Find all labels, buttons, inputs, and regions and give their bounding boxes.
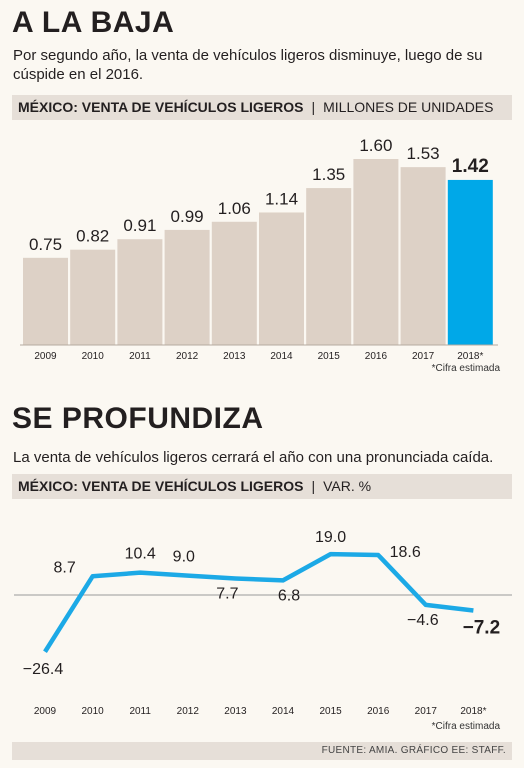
bar-2011 [117, 239, 163, 345]
data-label: 18.6 [390, 544, 421, 561]
chart-header-band-2: MÉXICO: VENTA DE VEHÍCULOS LIGEROS | VAR. … [12, 474, 512, 499]
data-label: −26.4 [23, 661, 64, 678]
x-tick-label: 2012 [176, 351, 199, 362]
chart-header-separator-2: | [311, 478, 316, 494]
bar-2013 [211, 221, 257, 345]
x-tick-label: 2012 [177, 706, 200, 717]
bar-2009 [23, 257, 68, 345]
data-label: 19.0 [315, 529, 346, 546]
x-tick-label: 2010 [81, 706, 104, 717]
bar-value-label: 1.60 [359, 136, 392, 155]
estimate-note: *Cifra estimada [431, 363, 500, 374]
bar-value-label: 0.91 [123, 216, 156, 235]
x-tick-label: 2009 [34, 706, 57, 717]
chart-header-band: MÉXICO: VENTA DE VEHÍCULOS LIGEROS | MILLO… [12, 95, 512, 120]
x-tick-label: 2011 [129, 351, 151, 362]
x-tick-label: 2016 [365, 351, 388, 362]
page-subtitle: Por segundo año, la venta de vehículos l… [13, 47, 483, 83]
data-label: 10.4 [125, 546, 156, 563]
bar-chart: 0.75 2009 0.82 2010 0.91 2011 0.99 2012 1.06 2013… [20, 136, 498, 362]
chart-header-separator: | [311, 99, 316, 115]
x-tick-label: 2013 [224, 706, 247, 717]
bar-value-label: 1.53 [407, 144, 440, 163]
data-label: 8.7 [53, 559, 75, 576]
chart-header-unit-2: VAR. % [323, 478, 372, 494]
bar-value-label: 1.35 [312, 165, 345, 184]
bar-value-label: 0.75 [29, 235, 62, 254]
data-label: −7.2 [463, 617, 501, 638]
data-label: 6.8 [278, 587, 300, 604]
page-title: A LA BAJA [12, 6, 175, 39]
section-title: SE PROFUNDIZA [12, 402, 264, 435]
bar-value-label: 1.42 [452, 156, 489, 177]
bar-value-label: 0.99 [171, 207, 204, 226]
x-tick-label: 2013 [223, 351, 246, 362]
chart-header-unit: MILLONES DE UNIDADES [323, 99, 494, 115]
chart-header-title-2: MÉXICO: VENTA DE VEHÍCULOS LIGEROS [18, 478, 304, 494]
bar-value-label: 1.14 [265, 189, 298, 208]
x-tick-label: 2017 [412, 351, 435, 362]
chart-header-title: MÉXICO: VENTA DE VEHÍCULOS LIGEROS [18, 99, 304, 115]
series-line [43, 551, 474, 653]
bar-value-label: 1.06 [218, 199, 251, 218]
section-subtitle: La venta de vehículos ligeros cerrará el… [13, 449, 494, 466]
x-tick-label: 2011 [129, 706, 151, 717]
bar-2015 [306, 188, 352, 345]
data-label: 7.7 [216, 585, 238, 602]
bar-2012 [164, 229, 210, 345]
bar-2018* [447, 179, 493, 345]
bar-value-label: 0.82 [76, 227, 109, 246]
bar-2014 [259, 212, 304, 345]
bar-2010 [70, 249, 116, 345]
source-credit: FUENTE: AMIA. GRÁFICO EE: STAFF. [12, 742, 512, 760]
x-tick-label: 2015 [318, 351, 341, 362]
x-tick-label: 2010 [82, 351, 105, 362]
data-label: −4.6 [407, 612, 439, 629]
x-tick-label: 2009 [34, 351, 57, 362]
estimate-note-2: *Cifra estimada [431, 721, 500, 732]
x-tick-label: 2014 [272, 706, 295, 717]
data-label: 9.0 [173, 549, 195, 566]
bar-2016 [353, 159, 399, 345]
x-tick-label: 2015 [319, 706, 342, 717]
x-tick-label: 2017 [415, 706, 438, 717]
x-tick-label: 2018* [460, 706, 486, 717]
bar-2017 [400, 167, 446, 345]
x-tick-label: 2014 [270, 351, 293, 362]
x-tick-label: 2016 [367, 706, 390, 717]
line-chart: −26.4 2009 8.7 2010 10.4 2011 9.0 2012 7.7 2013 6.… [14, 529, 512, 717]
x-tick-label: 2018* [457, 351, 483, 362]
